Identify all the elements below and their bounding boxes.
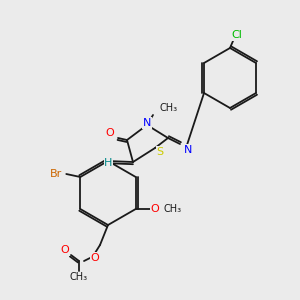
Text: CH₃: CH₃ bbox=[159, 103, 177, 113]
Text: Cl: Cl bbox=[232, 30, 242, 40]
Text: O: O bbox=[106, 128, 114, 138]
Text: O: O bbox=[91, 253, 99, 263]
Text: O: O bbox=[150, 204, 159, 214]
Text: Br: Br bbox=[50, 169, 62, 179]
Text: S: S bbox=[156, 147, 164, 157]
Text: CH₃: CH₃ bbox=[70, 272, 88, 282]
Text: N: N bbox=[143, 118, 151, 128]
Text: O: O bbox=[61, 245, 69, 255]
Text: N: N bbox=[184, 145, 192, 155]
Text: CH₃: CH₃ bbox=[164, 204, 182, 214]
Text: H: H bbox=[104, 158, 113, 169]
